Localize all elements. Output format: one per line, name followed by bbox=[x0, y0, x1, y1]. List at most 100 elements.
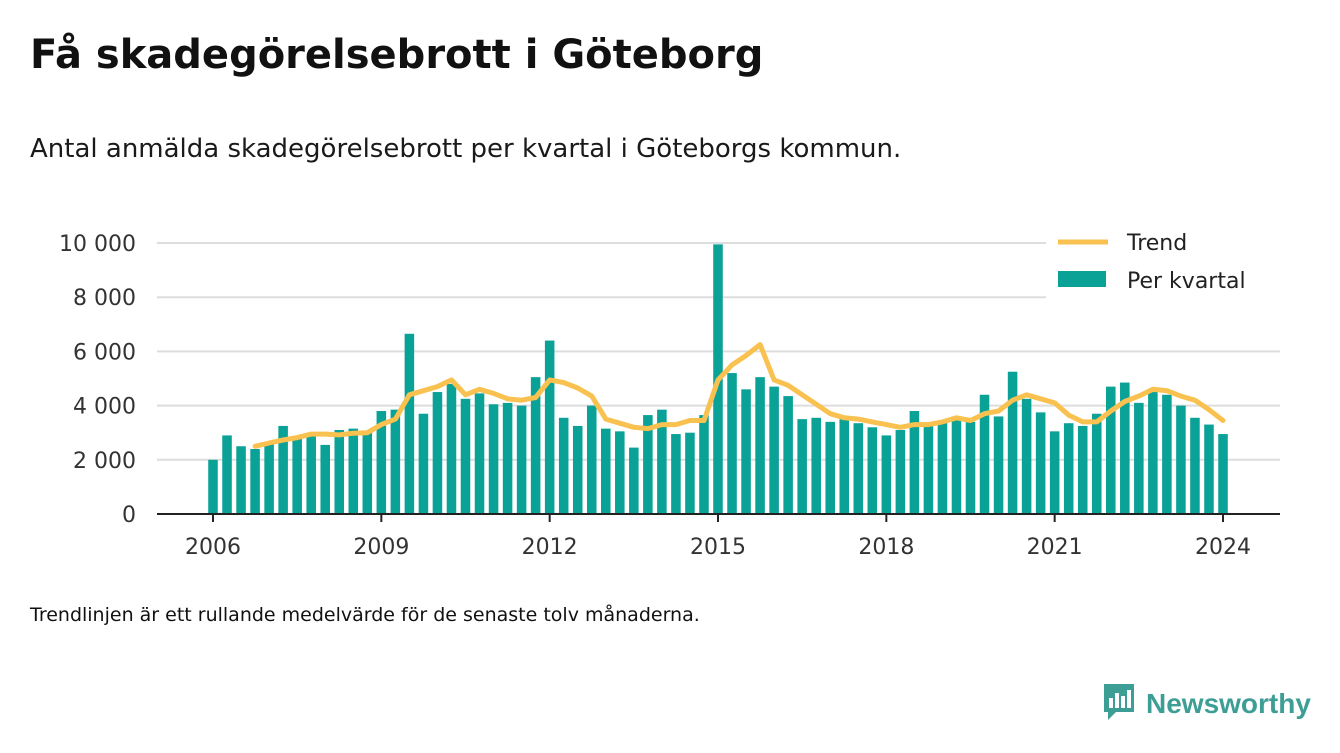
bar bbox=[278, 425, 288, 514]
bar bbox=[376, 411, 387, 514]
bar bbox=[979, 394, 990, 514]
bar bbox=[348, 428, 359, 514]
bar bbox=[544, 340, 555, 514]
legend: Trend Per kvartal bbox=[1046, 222, 1280, 300]
trend-line bbox=[252, 342, 1226, 449]
bar bbox=[530, 377, 541, 514]
bar bbox=[741, 389, 751, 514]
bar bbox=[558, 417, 569, 514]
bar bbox=[306, 435, 316, 514]
x-tick-label: 2018 bbox=[858, 535, 914, 560]
bar bbox=[615, 431, 625, 514]
bar bbox=[1091, 413, 1102, 514]
y-tick-label: 2 000 bbox=[73, 449, 136, 474]
bar bbox=[657, 409, 667, 514]
bar bbox=[432, 392, 443, 514]
bar bbox=[208, 459, 218, 514]
bar bbox=[965, 421, 976, 514]
bar bbox=[797, 419, 807, 514]
bar bbox=[1134, 402, 1144, 514]
bar bbox=[1162, 394, 1172, 514]
bar bbox=[1218, 434, 1228, 514]
bar bbox=[951, 420, 962, 514]
chart-title: Få skadegörelsebrott i Göteborg bbox=[30, 32, 764, 78]
bar-series bbox=[208, 244, 1228, 515]
bar bbox=[460, 398, 471, 514]
bar bbox=[446, 383, 457, 514]
x-tick-label: 2012 bbox=[522, 535, 578, 560]
bar bbox=[264, 443, 274, 514]
bar bbox=[923, 425, 934, 514]
bar bbox=[671, 434, 681, 514]
bar bbox=[292, 438, 302, 514]
bar bbox=[586, 405, 597, 514]
bar bbox=[755, 377, 765, 514]
x-axis-ticks: 2006 2009 2012 2015 2018 2021 2024 bbox=[185, 514, 1251, 560]
bar bbox=[1120, 382, 1130, 514]
bar bbox=[362, 432, 373, 514]
bar bbox=[1176, 405, 1186, 514]
bar bbox=[236, 446, 246, 514]
bar bbox=[783, 396, 793, 514]
bar bbox=[643, 415, 653, 514]
bar bbox=[909, 411, 920, 514]
bar bbox=[825, 421, 835, 514]
bar bbox=[867, 427, 878, 514]
bar bbox=[502, 402, 513, 514]
bar bbox=[811, 417, 821, 514]
bar bbox=[418, 413, 429, 514]
y-tick-label: 4 000 bbox=[73, 395, 136, 420]
bar bbox=[1077, 425, 1088, 514]
x-tick-label: 2009 bbox=[353, 535, 409, 560]
bar bbox=[390, 409, 401, 514]
brand-name: Newsworthy bbox=[1146, 688, 1311, 719]
bar bbox=[320, 444, 330, 514]
bar bbox=[1106, 386, 1116, 514]
bar bbox=[1148, 392, 1158, 514]
bar bbox=[572, 425, 583, 514]
x-tick-label: 2021 bbox=[1027, 535, 1083, 560]
newsworthy-logo-icon bbox=[1102, 682, 1136, 726]
bar bbox=[474, 393, 485, 514]
legend-trend-label: Trend bbox=[1126, 231, 1187, 256]
brand: Newsworthy bbox=[1102, 682, 1311, 726]
bar bbox=[853, 423, 864, 514]
bar bbox=[881, 435, 892, 514]
bar bbox=[937, 420, 948, 514]
bar bbox=[1035, 412, 1046, 514]
bar bbox=[601, 428, 611, 514]
bar bbox=[727, 373, 737, 514]
bar bbox=[250, 448, 260, 514]
bar bbox=[895, 429, 906, 514]
bar bbox=[993, 416, 1004, 514]
bar bbox=[516, 405, 527, 514]
y-tick-label: 10 000 bbox=[59, 232, 136, 257]
bar bbox=[404, 333, 415, 514]
x-tick-label: 2015 bbox=[690, 535, 746, 560]
bar bbox=[1063, 423, 1074, 514]
chart-subtitle: Antal anmälda skadegörelsebrott per kvar… bbox=[30, 134, 902, 164]
bar bbox=[1007, 371, 1018, 514]
x-tick-label: 2006 bbox=[185, 535, 241, 560]
bar bbox=[699, 415, 709, 514]
legend-bar-label: Per kvartal bbox=[1127, 269, 1246, 294]
y-tick-label: 6 000 bbox=[73, 340, 136, 365]
bar bbox=[222, 435, 232, 514]
bar bbox=[1190, 417, 1200, 514]
y-axis-labels: 0 2 000 4 000 6 000 8 000 10 000 bbox=[59, 232, 136, 528]
bar bbox=[629, 447, 639, 514]
bar bbox=[839, 419, 850, 514]
y-tick-label: 8 000 bbox=[73, 286, 136, 311]
y-tick-label: 0 bbox=[122, 503, 136, 528]
chart: 2006 2009 2012 2015 2018 2021 2024 0 2 000 4 000… bbox=[59, 222, 1280, 560]
legend-bar-swatch bbox=[1058, 271, 1106, 287]
bar bbox=[488, 404, 499, 514]
bar bbox=[1204, 424, 1214, 514]
x-tick-label: 2024 bbox=[1195, 535, 1251, 560]
bar bbox=[685, 432, 695, 514]
bar bbox=[769, 386, 779, 514]
bar bbox=[334, 429, 345, 514]
footnote: Trendlinjen är ett rullande medelvärde f… bbox=[30, 604, 700, 626]
bar bbox=[1049, 431, 1060, 514]
bar bbox=[1021, 398, 1032, 514]
